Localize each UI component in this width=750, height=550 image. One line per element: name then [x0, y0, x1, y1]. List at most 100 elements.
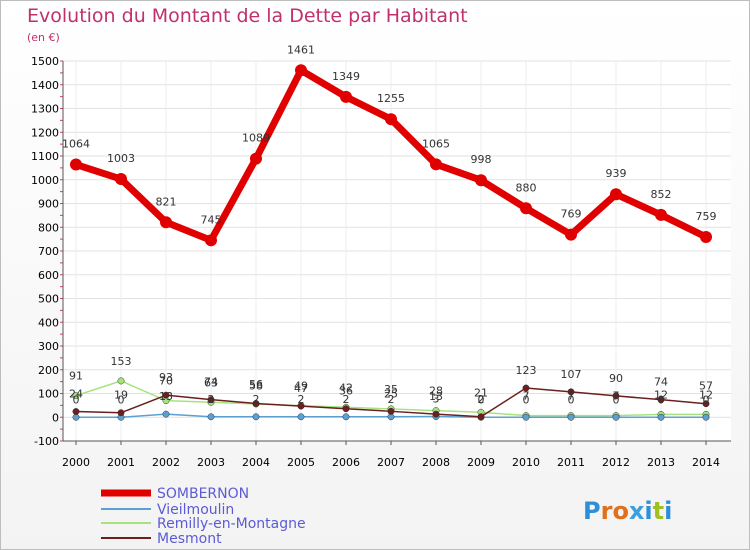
point-mesmont	[657, 396, 665, 404]
point-sombernon	[385, 113, 397, 126]
data-label-sombernon: 998	[471, 153, 492, 166]
data-label-vieilmoulin: 0	[613, 393, 620, 406]
point-vieilmoulin	[522, 413, 530, 421]
point-vieilmoulin	[162, 410, 170, 418]
point-vieilmoulin	[297, 413, 305, 421]
point-sombernon	[115, 173, 127, 186]
point-mesmont	[432, 410, 440, 418]
x-tick-label: 2004	[242, 456, 270, 469]
chart-title: Evolution du Montant de la Dette par Hab…	[27, 5, 468, 27]
data-label-sombernon: 852	[651, 188, 672, 201]
point-sombernon	[430, 158, 442, 171]
y-tick-label: 1000	[31, 174, 59, 187]
data-label-mesmont: 24	[69, 388, 83, 401]
data-label-sombernon: 745	[201, 213, 222, 226]
data-label-sombernon: 821	[156, 195, 177, 208]
point-mesmont	[522, 384, 530, 392]
data-label-sombernon: 1089	[242, 132, 270, 145]
data-label-mesmont: 36	[339, 385, 353, 398]
y-tick-label: 200	[38, 364, 59, 377]
point-sombernon	[205, 234, 217, 247]
data-label-vieilmoulin: 0	[658, 393, 665, 406]
point-vieilmoulin	[72, 413, 80, 421]
data-label-vieilmoulin: 3	[433, 393, 440, 406]
data-label-remilly: 12	[654, 388, 668, 401]
point-sombernon	[295, 64, 307, 77]
proxiti-logo: Proxiti	[583, 497, 672, 525]
data-label-mesmont: 123	[516, 364, 537, 377]
data-label-vieilmoulin: 2	[253, 393, 260, 406]
data-label-remilly: 63	[204, 376, 218, 389]
data-label-mesmont: 25	[384, 387, 398, 400]
point-mesmont	[477, 413, 485, 421]
y-tick-label: 1400	[31, 79, 59, 92]
point-mesmont	[612, 392, 620, 400]
y-tick-label: 600	[38, 269, 59, 282]
point-sombernon	[475, 174, 487, 187]
point-vieilmoulin	[252, 413, 260, 421]
y-tick-label: 1200	[31, 126, 59, 139]
y-tick-label: -100	[34, 435, 59, 448]
point-mesmont	[342, 405, 350, 413]
data-label-mesmont: 13	[429, 390, 443, 403]
x-tick-label: 2010	[512, 456, 540, 469]
y-tick-label: 900	[38, 198, 59, 211]
data-label-remilly: 7	[568, 390, 575, 403]
data-label-sombernon: 1003	[107, 152, 135, 165]
data-label-vieilmoulin: 0	[73, 393, 80, 406]
legend-label-sombernon: SOMBERNON	[157, 486, 249, 502]
point-vieilmoulin	[207, 413, 215, 421]
data-label-sombernon: 1255	[377, 92, 405, 105]
point-vieilmoulin	[657, 413, 665, 421]
x-tick-label: 2005	[287, 456, 315, 469]
data-label-remilly: 7	[613, 390, 620, 403]
data-label-mesmont: 47	[294, 382, 308, 395]
point-mesmont	[252, 400, 260, 407]
y-tick-label: 300	[38, 340, 59, 353]
x-tick-label: 2008	[422, 456, 450, 469]
data-label-vieilmoulin: 2	[343, 393, 350, 406]
legend-label-remilly: Remilly-en-Montagne	[157, 516, 306, 532]
point-sombernon	[340, 90, 352, 103]
y-tick-label: 100	[38, 388, 59, 401]
data-label-mesmont: 19	[114, 389, 128, 402]
data-label-vieilmoulin: 0	[568, 393, 575, 406]
point-sombernon	[610, 188, 622, 201]
legend-label-vieilmoulin: Vieilmoulin	[157, 502, 234, 518]
y-tick-label: 400	[38, 316, 59, 329]
point-sombernon	[160, 216, 172, 229]
point-vieilmoulin	[702, 413, 710, 421]
y-tick-label: 1500	[31, 55, 59, 68]
data-label-vieilmoulin: 2	[388, 393, 395, 406]
point-vieilmoulin	[612, 413, 620, 421]
point-vieilmoulin	[567, 413, 575, 421]
data-label-mesmont: 93	[159, 371, 173, 384]
data-label-vieilmoulin: 13	[159, 390, 173, 403]
data-label-vieilmoulin: 0	[118, 393, 125, 406]
data-label-vieilmoulin: 0	[703, 393, 710, 406]
data-label-sombernon: 1349	[332, 70, 360, 83]
point-remilly	[117, 377, 125, 385]
x-tick-label: 2012	[602, 456, 630, 469]
point-sombernon	[70, 158, 82, 171]
point-remilly	[72, 392, 80, 400]
y-tick-label: 800	[38, 221, 59, 234]
data-label-remilly: 49	[294, 380, 308, 393]
data-label-mesmont: 74	[204, 376, 218, 389]
y-tick-label: 1300	[31, 103, 59, 116]
point-sombernon	[655, 208, 667, 221]
y-tick-label: 1100	[31, 150, 59, 163]
data-label-mesmont: 57	[699, 380, 713, 393]
x-tick-label: 2011	[557, 456, 585, 469]
y-tick-label: 500	[38, 293, 59, 306]
data-label-mesmont: 107	[561, 368, 582, 381]
data-label-sombernon: 880	[516, 181, 537, 194]
data-label-mesmont: 2	[478, 393, 485, 406]
data-label-remilly: 42	[339, 381, 353, 394]
data-label-remilly: 12	[699, 388, 713, 401]
data-label-sombernon: 1461	[287, 43, 315, 56]
x-tick-label: 2002	[152, 456, 180, 469]
data-label-sombernon: 1064	[62, 138, 90, 151]
